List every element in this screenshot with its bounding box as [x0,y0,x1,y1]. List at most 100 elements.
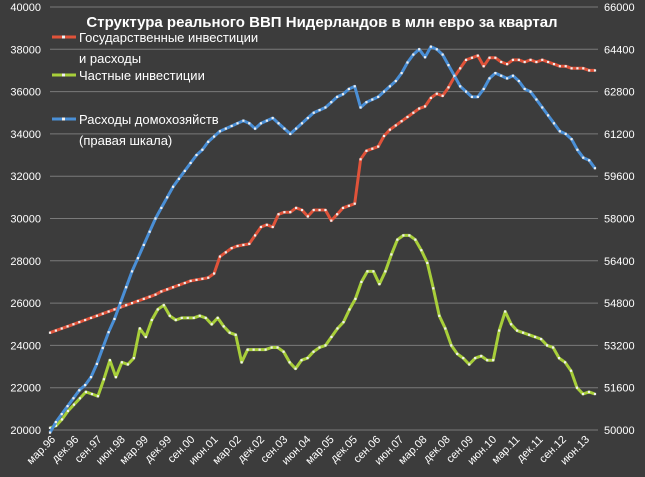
data-point [324,208,327,212]
legend: Государственные инвестиции и расходы Частн… [52,30,258,148]
data-point [168,314,171,317]
data-point [534,335,537,339]
data-point [505,63,509,66]
data-point [288,361,291,364]
data-point [306,356,309,360]
data-point [283,127,286,130]
data-point [212,272,216,275]
data-point [528,333,531,336]
data-point [582,156,585,159]
data-point [510,323,513,326]
data-point [377,95,380,98]
data-point [108,359,111,362]
data-point [570,138,573,141]
data-point [324,344,327,347]
data-point [522,331,525,334]
data-point [66,409,70,413]
right-tick-label: 58000 [604,214,635,226]
data-point [72,397,75,400]
data-point [420,249,423,252]
data-point [54,329,57,332]
data-point [423,105,427,108]
data-point [402,234,405,237]
legend-label: Частные инвестиции [79,68,205,83]
data-point [218,130,222,133]
data-point [72,403,76,406]
data-point [144,335,147,339]
left-tick-label: 22000 [10,383,41,395]
data-point [423,56,427,59]
series-line [49,233,596,430]
data-point [120,361,123,364]
data-point [180,316,183,320]
data-point [306,215,309,218]
data-point [441,53,444,56]
data-point [336,327,339,330]
data-point [177,177,181,180]
data-point [587,390,591,394]
data-point [248,242,251,245]
data-point [89,376,93,379]
data-point [336,213,339,216]
data-point [166,196,169,199]
data-point [300,208,304,212]
data-point [207,140,210,143]
data-point [552,122,556,125]
data-point [224,251,227,254]
data-point [60,413,63,416]
left-tick-label: 28000 [10,256,41,268]
data-point [382,90,386,93]
data-point [318,208,321,212]
data-point [295,127,298,130]
data-point [142,243,145,247]
data-point [246,348,249,351]
data-point [171,185,175,188]
data-point [523,87,526,91]
data-point [570,67,573,70]
data-point [254,127,257,130]
data-point [186,316,189,320]
data-point [341,206,345,210]
right-axis-ticks: 50000 51600 53200 54800 56400 58000 59600 61200… [604,2,635,437]
data-point [558,65,561,68]
data-point [306,116,309,120]
data-point [89,316,93,320]
data-point [441,94,444,97]
data-point [564,65,567,68]
data-point [142,297,145,300]
data-point [136,299,140,303]
data-point [482,87,485,91]
data-point [588,69,591,72]
data-point [494,56,497,59]
legend-marker [62,117,65,121]
data-point [545,344,549,347]
data-point [551,346,555,349]
data-point [576,148,579,151]
data-point [341,93,345,96]
left-tick-label: 36000 [10,87,41,99]
series-2 [48,45,597,434]
data-point [426,261,429,265]
data-point [593,167,597,170]
data-point [447,86,450,89]
data-point [224,127,227,130]
data-point [394,124,397,127]
data-point [48,431,52,434]
data-point [282,350,285,353]
data-point [90,392,94,396]
data-point [54,420,57,424]
data-point [228,331,231,334]
data-point [254,234,257,237]
x-axis-ticks: мар.96дек.96сен.97июн.98мар.99дек.99сен.… [25,434,592,468]
data-point [390,253,393,256]
data-point [400,120,403,123]
data-point [48,426,52,429]
right-tick-label: 54800 [604,298,635,310]
data-point [517,58,520,61]
series-line [48,45,597,434]
data-point [547,60,550,64]
data-point [462,356,465,360]
data-point [101,312,104,315]
data-point [72,323,75,326]
data-point [312,350,315,353]
